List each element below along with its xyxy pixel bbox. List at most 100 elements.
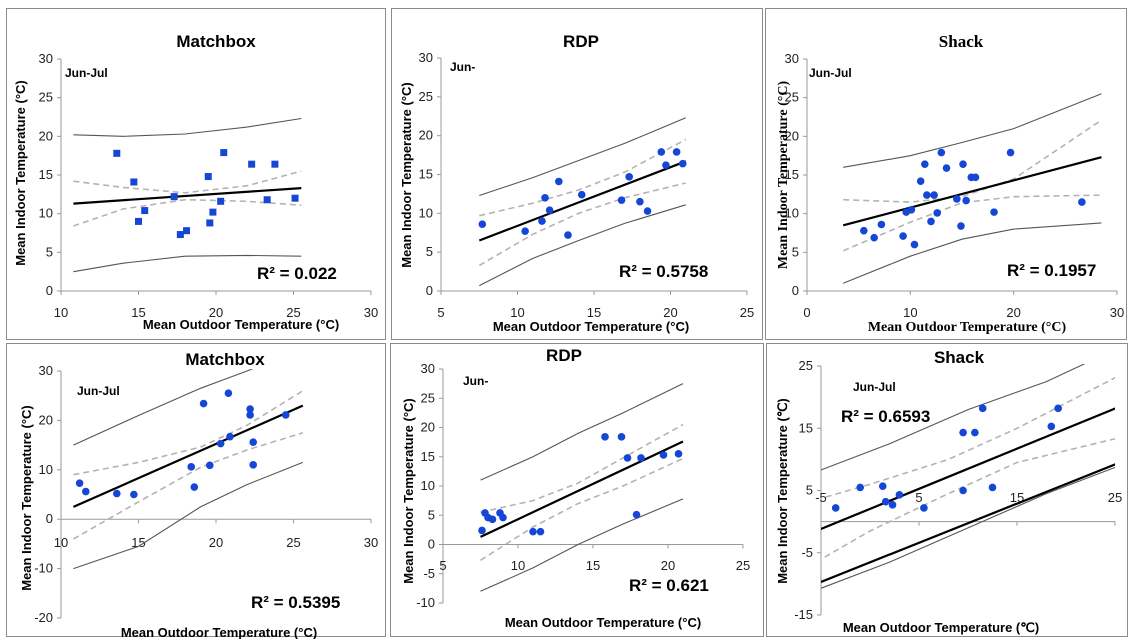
data-point [1006,148,1015,157]
y-tick-label: 15 [39,167,53,182]
prediction-interval-line [821,364,1086,471]
y-tick-label: 20 [421,420,435,435]
y-tick-label: 10 [785,206,799,221]
data-point [921,160,929,168]
data-point [271,160,279,168]
confidence-interval-line [479,138,687,217]
data-point [942,164,951,172]
y-tick-label: 5 [46,244,53,259]
y-tick-label: 10 [421,478,435,493]
y-tick-label: 5 [806,483,813,498]
data-point [643,207,652,215]
prediction-interval-line [73,369,254,446]
data-point [170,193,178,201]
y-tick-label: 25 [799,358,813,373]
data-point [920,504,928,512]
y-tick-label: 30 [785,51,799,66]
data-point [637,454,645,462]
x-tick-label: 20 [661,558,675,573]
y-axis-title: Mean Indoor Temperature (°C) [401,398,416,584]
confidence-interval-line [73,170,302,194]
y-tick-label: 25 [785,90,799,105]
x-tick-label: 30 [364,535,378,550]
x-axis-title: Mean Outdoor Temperature (°C) [493,319,689,334]
period-label: Jun-Jul [809,66,852,80]
y-tick-label: 5 [792,244,799,259]
x-tick-label: 15 [586,558,600,573]
x-tick-label: 15 [131,305,145,320]
data-point [529,527,537,536]
data-point [130,178,138,186]
data-point [187,463,195,471]
x-tick-label: 15 [587,305,601,320]
regression-line [72,404,304,508]
y-tick-label: 20 [39,412,53,427]
confidence-interval-line [73,432,304,540]
prediction-interval-line [480,498,684,592]
data-point [860,226,868,235]
data-point [545,206,554,215]
chart-panel-5: -10 -5 0 5 10 15 20 25 30 5 10 15 20 25 RDP Jun- R² = 0.… [390,343,764,637]
x-tick-label: 25 [1108,490,1122,505]
y-tick-label: 30 [39,363,53,378]
data-point [488,515,497,524]
x-tick-label: 5 [439,558,446,573]
confidence-interval-line [73,198,302,227]
data-point [499,513,507,522]
r-squared-label: R² = 0.022 [257,264,337,283]
data-point [248,160,256,168]
chart-title: RDP [546,346,582,365]
data-point [206,461,214,470]
y-tick-label: 20 [39,128,53,143]
x-axis-title: Mean Outdoor Temperature (°C) [505,615,701,630]
prediction-interval-line [479,204,686,287]
data-point [206,219,214,227]
data-point [263,196,271,204]
y-tick-label: -15 [794,607,813,622]
confidence-interval-line [843,119,1102,203]
data-point [907,206,916,214]
y-tick-label: 0 [46,283,53,298]
chart-panel-3: 0 5 10 15 20 25 30 0 10 20 30 Shack Jun-Jul R² = 0.19… [765,8,1127,340]
period-label: Jun-Jul [77,384,120,398]
x-tick-label: 20 [663,305,677,320]
data-point [75,479,84,487]
regression-line [478,160,687,242]
y-tick-label: -20 [34,610,53,625]
data-point [226,432,234,441]
data-point [659,451,668,459]
chart-panel-2: 0 5 10 15 20 25 30 5 10 15 20 25 RDP Jun- R² = 0.5758 M… [391,8,763,340]
x-tick-label: 10 [903,305,917,320]
plot-area [478,117,687,287]
plot-area [842,93,1102,284]
data-point [617,196,626,204]
data-point [183,227,191,235]
regression-line [73,187,302,205]
data-point [536,527,545,536]
data-point [674,450,683,458]
data-point [209,208,217,216]
data-point [249,438,257,446]
y-axis-title: Mean Indoor Temperature (°C) [776,81,791,270]
scatter-chart: 0 5 10 15 20 25 30 0 10 20 30 Shack Jun-Jul R² = 0.19… [776,32,1124,335]
y-tick-label: 0 [46,511,53,526]
data-point [856,483,864,492]
x-tick-label: 25 [286,535,300,550]
data-point [937,148,946,157]
y-tick-label: 15 [785,167,799,182]
y-tick-label: 15 [419,167,433,182]
data-point [130,490,138,499]
data-point [895,491,904,499]
x-tick-label: 25 [286,305,300,320]
data-point [478,220,487,229]
y-tick-label: 5 [428,507,435,522]
data-point [564,231,572,239]
data-point [113,149,121,157]
data-point [910,240,919,249]
prediction-interval-line [73,254,302,273]
x-tick-label: 10 [54,535,68,550]
y-tick-label: 30 [39,51,53,66]
y-tick-label: 10 [419,205,433,220]
